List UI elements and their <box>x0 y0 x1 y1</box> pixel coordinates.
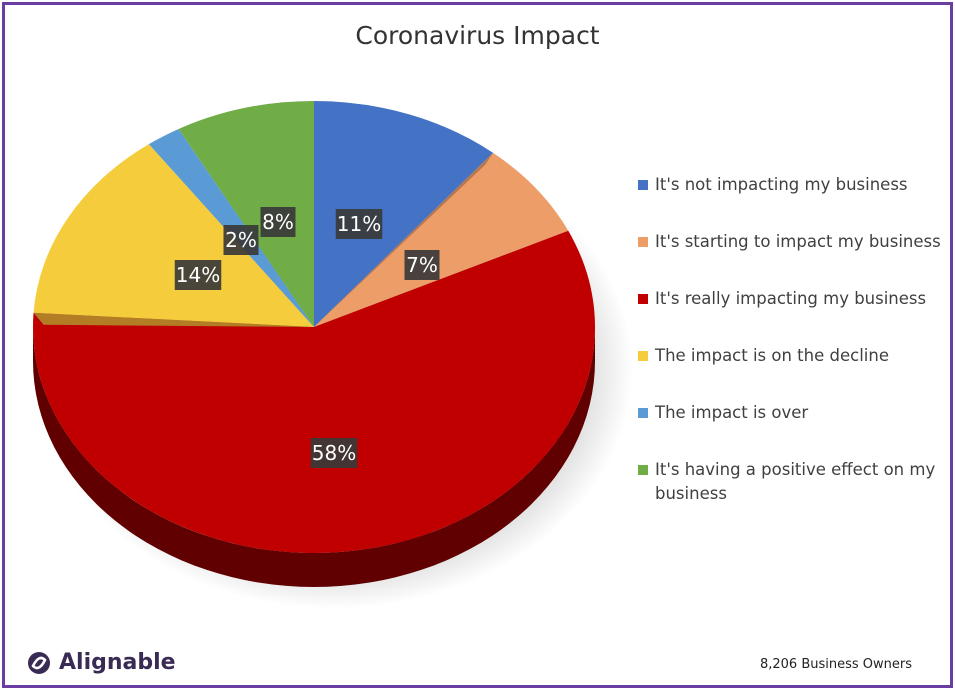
pie-slice <box>314 152 569 327</box>
alignable-logo-icon <box>28 651 50 674</box>
pie-slice <box>32 230 595 553</box>
legend-item: The impact is over <box>638 401 948 425</box>
brand-name: Alignable <box>59 650 176 675</box>
legend-item: It's starting to impact my business <box>638 230 948 254</box>
pie-slice <box>178 101 314 327</box>
brand-logo: Alignable <box>27 650 176 675</box>
pie-slice <box>314 101 494 327</box>
pie-facets <box>33 152 494 327</box>
legend-swatch <box>638 351 648 361</box>
data-label-bg <box>223 225 259 255</box>
data-label-text: 11% <box>337 212 381 236</box>
slice-facet <box>314 152 494 327</box>
legend-label: It's starting to impact my business <box>655 232 941 251</box>
slice-facet <box>33 312 314 327</box>
data-label-text: 14% <box>176 263 220 287</box>
data-label-text: 7% <box>406 253 438 277</box>
pie-slices <box>32 101 595 553</box>
legend-item: It's having a positive effect on my busi… <box>638 458 948 506</box>
legend-swatch <box>638 237 648 247</box>
data-label-bg <box>335 209 383 239</box>
data-label-bg <box>174 260 222 290</box>
data-labels: 11% 7% 58% 14%2%8% <box>174 207 440 468</box>
data-label: 8% <box>260 207 296 237</box>
legend-label: The impact is over <box>655 403 809 422</box>
data-label-bg <box>260 207 296 237</box>
chart-legend: It's not impacting my business It's star… <box>638 173 948 506</box>
legend-label: The impact is on the decline <box>655 346 889 365</box>
data-label: 58% <box>310 438 358 468</box>
data-label-text: 58% <box>312 441 356 465</box>
data-label: 14% <box>174 260 222 290</box>
data-label-text: 8% <box>262 210 294 234</box>
legend-item: It's really impacting my business <box>638 287 948 311</box>
legend-label: It's not impacting my business <box>655 175 908 194</box>
legend-swatch <box>638 294 648 304</box>
data-label: 11% <box>335 209 383 239</box>
data-label-text: 2% <box>225 228 257 252</box>
legend-swatch <box>638 465 648 475</box>
legend-item: The impact is on the decline <box>638 344 948 368</box>
data-label-bg <box>310 438 358 468</box>
legend-item: It's not impacting my business <box>638 173 948 197</box>
respondent-count: 8,206 Business Owners <box>759 657 912 672</box>
pie-slice <box>33 144 314 327</box>
data-label-bg <box>404 250 440 280</box>
data-label: 2% <box>223 225 259 255</box>
legend-swatch <box>638 180 648 190</box>
chart-title: Coronavirus Impact <box>355 21 600 50</box>
legend-label: It's really impacting my business <box>655 289 927 308</box>
data-label: 7% <box>404 250 440 280</box>
pie-chart: 11% 7% 58% 14%2%8% <box>32 101 633 609</box>
legend-label: It's having a positive effect on my busi… <box>655 460 936 503</box>
legend-swatch <box>638 408 648 418</box>
